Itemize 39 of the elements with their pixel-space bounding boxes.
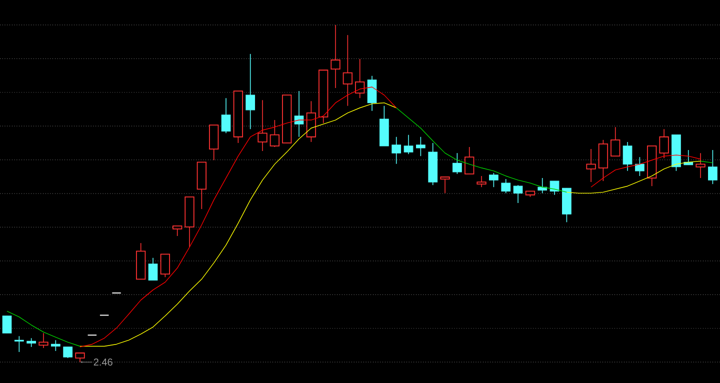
candlestick — [209, 124, 219, 161]
candlestick — [246, 54, 256, 130]
candlestick — [416, 136, 426, 156]
candlestick — [404, 134, 414, 154]
candlestick — [306, 100, 316, 142]
candlestick — [270, 120, 280, 148]
candlestick — [63, 346, 73, 358]
candlestick — [452, 152, 462, 174]
candlestick — [550, 180, 560, 196]
annotation: 2.46 — [94, 358, 112, 366]
candlestick — [50, 340, 60, 352]
candlestick — [172, 225, 182, 236]
candlestick — [586, 148, 596, 182]
candlestick — [294, 90, 304, 138]
candlestick — [610, 126, 620, 157]
candlestick — [2, 316, 12, 334]
candlestick — [501, 178, 511, 194]
candlestick — [476, 176, 486, 188]
candlestick — [221, 98, 231, 134]
candlestick — [696, 152, 706, 178]
candlestick — [708, 150, 718, 184]
candlestick — [622, 142, 632, 172]
candlestick — [635, 156, 644, 176]
candlestick — [38, 332, 48, 348]
candlestick — [513, 184, 523, 204]
candlestick — [330, 24, 340, 88]
candlestick — [355, 58, 365, 99]
candlestick — [489, 172, 498, 188]
candlestick — [464, 146, 474, 174]
candlestick — [258, 100, 268, 152]
candlestick — [659, 128, 669, 159]
candlestick — [392, 136, 402, 164]
candlestick — [160, 254, 170, 278]
candlestick — [148, 258, 158, 281]
candlestick — [14, 336, 24, 352]
candlestick — [342, 34, 353, 106]
candlestick — [598, 140, 608, 182]
candlestick — [440, 176, 450, 194]
candlestick — [367, 75, 377, 112]
